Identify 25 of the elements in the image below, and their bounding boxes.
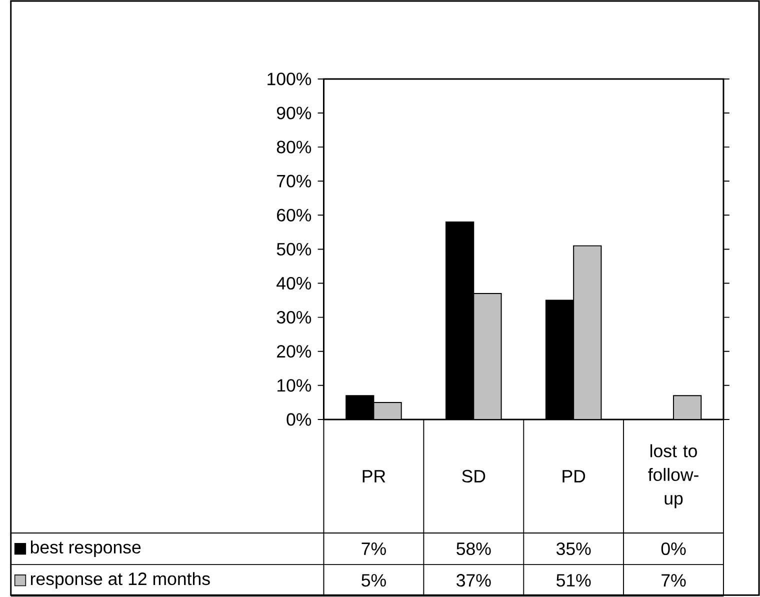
data-label: 0% [661,542,686,556]
x-tick-label: PR [362,470,386,483]
data-label: 51% [556,574,591,587]
y-tick-label: 50% [276,243,312,256]
x-tick-label: PD [562,470,586,483]
y-tick-label: 60% [277,209,312,222]
legend-label: response at 12 months [30,572,210,589]
data-label: 7% [362,542,386,556]
data-label: 35% [556,542,591,556]
data-label: 58% [456,542,491,556]
x-tick-label: SD [462,470,486,483]
data-label: 7% [662,574,686,587]
y-tick-label: 90% [276,106,312,120]
y-tick-label: 70% [277,174,312,188]
x-tick-label: lost to follow-up [648,444,698,508]
data-label: 5% [362,574,386,587]
y-tick-label: 100% [268,72,312,86]
y-tick-label: 10% [277,379,312,392]
y-tick-label: 20% [277,345,312,358]
y-tick-label: 30% [276,311,312,324]
legend-label: best response [30,540,141,558]
y-tick-label: 40% [276,277,312,290]
y-tick-label: 0% [286,413,312,426]
y-tick-label: 80% [276,140,312,154]
data-label: 37% [456,574,491,587]
